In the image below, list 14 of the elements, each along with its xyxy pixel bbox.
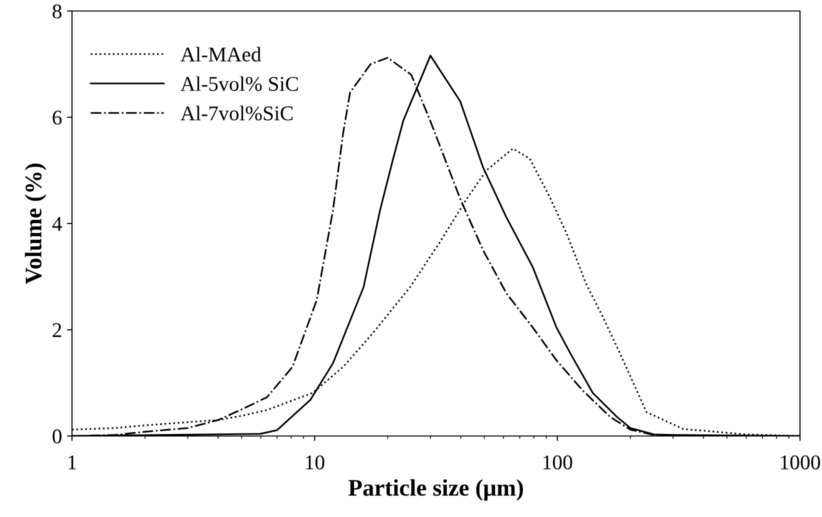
y-tick-label: 2 bbox=[52, 323, 62, 337]
y-tick-label: 4 bbox=[52, 217, 62, 231]
x-tick-label: 10 bbox=[306, 455, 324, 470]
y-axis-title: Volume (%) bbox=[24, 164, 46, 284]
x-tick-label: 1000 bbox=[781, 455, 820, 470]
y-tick-label: 0 bbox=[52, 429, 62, 444]
y-tick-label: 8 bbox=[52, 4, 62, 18]
x-tick-label: 100 bbox=[544, 455, 572, 470]
y-tick-label: 6 bbox=[52, 110, 62, 125]
x-axis-title: Particle size (μm) bbox=[348, 479, 523, 501]
legend-label: Al-MAed bbox=[180, 46, 262, 62]
x-tick-label: 1 bbox=[68, 455, 76, 470]
legend-label: Al-7vol%SiC bbox=[180, 106, 293, 120]
legend-label: Al-5vol% SiC bbox=[180, 76, 298, 92]
